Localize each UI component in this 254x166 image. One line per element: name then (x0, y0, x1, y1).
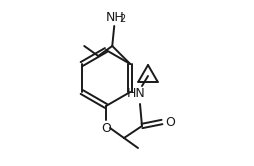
Text: O: O (165, 116, 175, 128)
Text: NH: NH (106, 10, 125, 24)
Text: 2: 2 (119, 14, 125, 24)
Text: HN: HN (127, 86, 145, 99)
Text: O: O (101, 122, 111, 134)
